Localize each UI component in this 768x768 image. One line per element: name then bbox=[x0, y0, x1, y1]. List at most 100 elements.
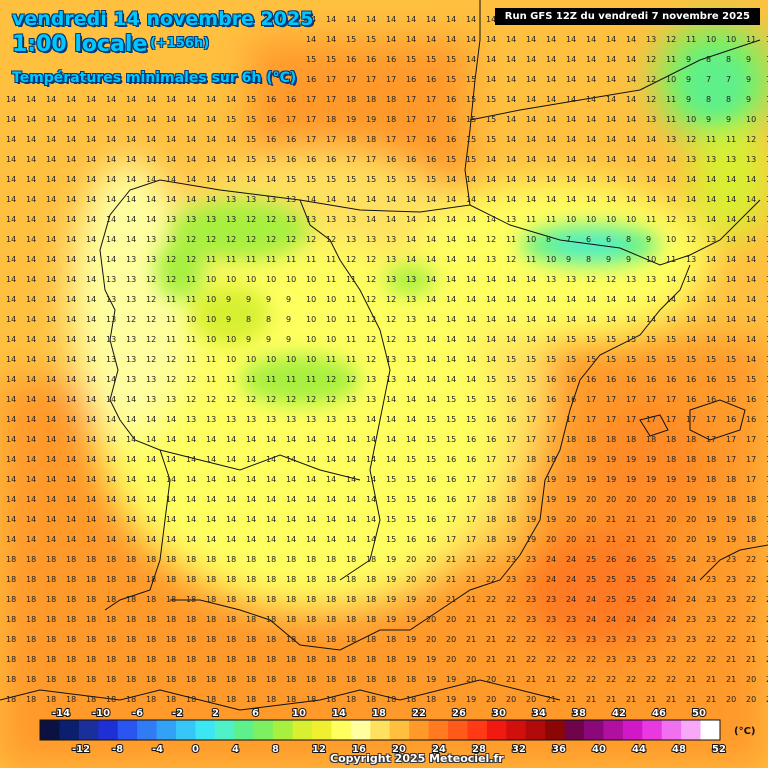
grid-value: 14 bbox=[586, 135, 596, 144]
grid-value: 15 bbox=[666, 355, 676, 364]
grid-value: 17 bbox=[406, 115, 416, 124]
grid-value: 22 bbox=[506, 615, 516, 624]
grid-value: 18 bbox=[6, 675, 16, 684]
grid-value: 14 bbox=[486, 295, 496, 304]
grid-value: 16 bbox=[686, 375, 696, 384]
grid-value: 19 bbox=[706, 495, 716, 504]
grid-value: 20 bbox=[746, 695, 756, 704]
grid-value: 15 bbox=[306, 55, 316, 64]
grid-value: 13 bbox=[706, 155, 716, 164]
grid-value: 18 bbox=[206, 695, 216, 704]
grid-value: 14 bbox=[206, 175, 216, 184]
grid-value: 18 bbox=[126, 615, 136, 624]
grid-value: 24 bbox=[686, 575, 696, 584]
grid-value: 21 bbox=[486, 655, 496, 664]
grid-value: 14 bbox=[346, 535, 356, 544]
grid-value: 11 bbox=[666, 55, 676, 64]
grid-value: 18 bbox=[266, 675, 276, 684]
grid-value: 12 bbox=[506, 255, 516, 264]
grid-value: 18 bbox=[106, 695, 116, 704]
grid-value: 14 bbox=[566, 35, 576, 44]
grid-value: 18 bbox=[346, 595, 356, 604]
grid-value: 13 bbox=[206, 215, 216, 224]
grid-value: 14 bbox=[366, 415, 376, 424]
grid-value: 18 bbox=[326, 575, 336, 584]
grid-value: 14 bbox=[306, 455, 316, 464]
grid-value: 13 bbox=[406, 275, 416, 284]
scale-label-bottom: 20 bbox=[392, 744, 406, 755]
grid-value: 19 bbox=[406, 655, 416, 664]
scale-swatch bbox=[59, 720, 80, 740]
grid-value: 25 bbox=[666, 555, 676, 564]
grid-value: 21 bbox=[466, 635, 476, 644]
grid-value: 15 bbox=[406, 475, 416, 484]
grid-value: 18 bbox=[266, 695, 276, 704]
scale-unit: (°C) bbox=[734, 726, 756, 737]
scale-label-bottom: -4 bbox=[152, 744, 163, 755]
grid-value: 14 bbox=[106, 535, 116, 544]
grid-value: 18 bbox=[166, 615, 176, 624]
grid-value: 11 bbox=[206, 375, 216, 384]
grid-value: 14 bbox=[406, 35, 416, 44]
grid-value: 18 bbox=[6, 695, 16, 704]
grid-value: 14 bbox=[226, 435, 236, 444]
grid-value: 12 bbox=[186, 395, 196, 404]
grid-value: 18 bbox=[386, 95, 396, 104]
grid-value: 14 bbox=[466, 55, 476, 64]
scale-swatch bbox=[486, 720, 507, 740]
grid-value: 14 bbox=[406, 15, 416, 24]
grid-value: 20 bbox=[426, 615, 436, 624]
grid-value: 21 bbox=[646, 695, 656, 704]
grid-value: 18 bbox=[246, 635, 256, 644]
grid-value: 14 bbox=[66, 235, 76, 244]
grid-value: 18 bbox=[86, 695, 96, 704]
grid-value: 14 bbox=[66, 495, 76, 504]
grid-value: 15 bbox=[666, 335, 676, 344]
grid-value: 23 bbox=[526, 555, 536, 564]
grid-value: 24 bbox=[566, 595, 576, 604]
grid-value: 12 bbox=[186, 375, 196, 384]
grid-value: 14 bbox=[6, 155, 16, 164]
grid-value: 23 bbox=[566, 635, 576, 644]
grid-value: 17 bbox=[306, 95, 316, 104]
grid-value: 14 bbox=[66, 295, 76, 304]
grid-value: 14 bbox=[6, 115, 16, 124]
grid-value: 14 bbox=[326, 475, 336, 484]
grid-value: 20 bbox=[726, 695, 736, 704]
grid-value: 21 bbox=[506, 675, 516, 684]
grid-value: 14 bbox=[126, 455, 136, 464]
grid-value: 14 bbox=[626, 115, 636, 124]
grid-value: 12 bbox=[766, 115, 768, 124]
grid-value: 25 bbox=[646, 575, 656, 584]
grid-value: 14 bbox=[706, 175, 716, 184]
grid-value: 22 bbox=[726, 615, 736, 624]
grid-value: 20 bbox=[446, 635, 456, 644]
grid-value: 11 bbox=[746, 35, 756, 44]
grid-value: 10 bbox=[226, 275, 236, 284]
grid-value: 18 bbox=[206, 675, 216, 684]
grid-value: 24 bbox=[686, 595, 696, 604]
grid-value: 14 bbox=[226, 455, 236, 464]
grid-value: 14 bbox=[726, 255, 736, 264]
grid-value: 7 bbox=[566, 235, 571, 244]
grid-value: 14 bbox=[186, 155, 196, 164]
grid-value: 14 bbox=[206, 195, 216, 204]
grid-value: 14 bbox=[246, 475, 256, 484]
scale-swatch bbox=[642, 720, 663, 740]
grid-value: 14 bbox=[526, 95, 536, 104]
grid-value: 14 bbox=[546, 295, 556, 304]
grid-value: 23 bbox=[526, 595, 536, 604]
grid-value: 14 bbox=[86, 195, 96, 204]
grid-value: 18 bbox=[126, 595, 136, 604]
grid-value: 11 bbox=[166, 315, 176, 324]
grid-value: 14 bbox=[106, 215, 116, 224]
grid-value: 14 bbox=[126, 515, 136, 524]
grid-value: 16 bbox=[506, 395, 516, 404]
grid-value: 7 bbox=[706, 75, 711, 84]
grid-value: 15 bbox=[246, 135, 256, 144]
grid-value: 14 bbox=[66, 395, 76, 404]
grid-value: 19 bbox=[386, 555, 396, 564]
grid-value: 18 bbox=[726, 495, 736, 504]
grid-value: 18 bbox=[6, 555, 16, 564]
grid-value: 14 bbox=[566, 75, 576, 84]
